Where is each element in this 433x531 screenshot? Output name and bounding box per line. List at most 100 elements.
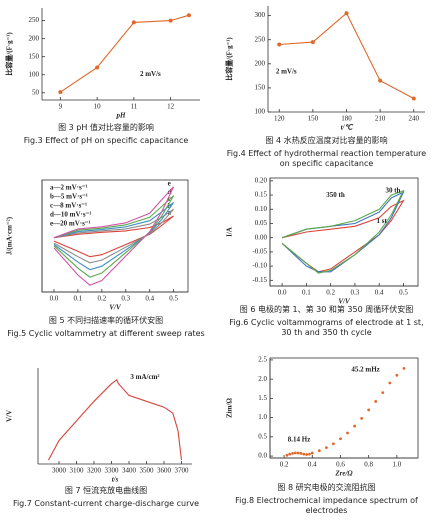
y-axis-label: 比容量/(F·g⁻¹) xyxy=(5,32,14,76)
y-tick-label: 0.0 xyxy=(258,452,267,460)
data-point xyxy=(378,78,383,83)
x-tick-label: 12 xyxy=(167,103,175,111)
data-point xyxy=(344,11,349,16)
x-tick-label: 0.5 xyxy=(169,295,178,303)
data-point xyxy=(95,65,100,70)
annotation: 8.14 Hz xyxy=(288,436,311,444)
x-tick-label: 0.4 xyxy=(375,289,384,297)
caption-en: Fig.3 Effect of pH on specific capacitan… xyxy=(23,136,189,145)
y-axis-label: I/A xyxy=(226,227,234,237)
series-line xyxy=(53,186,175,286)
series-line xyxy=(60,14,190,93)
chart: 0.0 0.1 0.2 0.3 0.4 0.5 -0.15 -0.10 -0.05 0.00 0.0… xyxy=(226,176,419,304)
caption-cn: 图 3 pH 值对比容量的影响 xyxy=(58,123,154,132)
data-point xyxy=(293,451,297,455)
y-tick-label: 200 xyxy=(29,34,40,42)
x-tick-label: 120 xyxy=(274,115,285,123)
data-point xyxy=(305,453,309,456)
data-point xyxy=(374,400,378,403)
y-axis-label: Zim/Ω xyxy=(226,398,234,418)
y-tick-label: 100 xyxy=(29,70,40,78)
data-point xyxy=(360,416,364,420)
y-axis-label: J/(mA·cm⁻²) xyxy=(6,216,14,255)
x-axis-label: t/℃ xyxy=(341,124,354,132)
series-line xyxy=(53,208,175,264)
x-tick-label: 1.0 xyxy=(392,461,401,469)
y-axis-label: V/V xyxy=(6,410,14,422)
x-axis-label: Zre/Ω xyxy=(334,470,353,478)
data-point xyxy=(310,40,315,45)
curve-label: e xyxy=(168,179,171,187)
series-line xyxy=(53,201,175,271)
annotation: 2 mV/s xyxy=(276,67,297,75)
x-tick-label: 3300 xyxy=(105,467,120,475)
x-tick-label: 180 xyxy=(341,115,352,123)
y-tick-label: 50 xyxy=(32,88,40,96)
annotation: 2 mV/s xyxy=(140,70,161,78)
y-tick-label: 0.00 xyxy=(255,233,268,241)
y-tick-label: 150 xyxy=(29,52,40,60)
data-point xyxy=(324,446,328,450)
caption-en: Fig.5 Cyclic voltammetry at different sw… xyxy=(7,329,205,338)
data-point xyxy=(277,42,282,47)
data-point xyxy=(58,90,63,95)
data-point xyxy=(317,449,321,453)
annotation: 350 th xyxy=(326,191,345,199)
x-tick-label: 11 xyxy=(130,103,137,111)
x-tick-label: 0.4 xyxy=(308,461,317,469)
y-tick-label: 0.05 xyxy=(255,219,268,227)
series-line xyxy=(53,215,174,258)
x-axis-label: pH xyxy=(116,112,127,120)
x-tick-label: 3000 xyxy=(52,467,67,475)
chart: 9 10 11 12 50 100 150 200 250 pH 比容量/(F·g⁻¹) 2 mV/s xyxy=(5,8,200,120)
x-tick-label: 3500 xyxy=(140,467,155,475)
x-tick-label: 10 xyxy=(94,103,102,111)
series-line xyxy=(281,189,405,274)
x-tick-label: 0.2 xyxy=(280,461,289,469)
data-point xyxy=(168,18,173,23)
legend-entry: a—2 mV·s⁻¹ xyxy=(50,184,88,192)
data-point xyxy=(186,13,191,18)
curve-label: a xyxy=(168,209,172,217)
data-point xyxy=(395,373,399,377)
data-point xyxy=(402,366,406,370)
data-point xyxy=(332,442,335,446)
x-tick-label: 0.3 xyxy=(121,295,130,303)
caption-cn: 图 6 电极的第 1、第 30 和第 350 周循环伏安图 xyxy=(239,305,414,314)
x-axis-label: V/V xyxy=(338,298,351,304)
caption-en: Fig.8 Electrochemical impedance spectrum… xyxy=(235,496,418,515)
x-tick-label: 0.8 xyxy=(364,461,373,469)
caption-en: Fig.6 Cyclic voltammograms of electrode … xyxy=(229,318,424,337)
legend-entry: b—5 mV·s⁻¹ xyxy=(50,193,88,201)
data-point xyxy=(131,20,136,25)
x-tick-label: 3400 xyxy=(122,467,137,475)
y-tick-label: 2.5 xyxy=(258,356,267,364)
y-tick-label: 100 xyxy=(255,108,266,116)
x-tick-label: 0.0 xyxy=(278,289,287,297)
y-tick-label: 250 xyxy=(255,35,266,43)
x-tick-label: 150 xyxy=(308,115,319,123)
caption-cn: 图 8 研究电极的交流阻抗图 xyxy=(277,483,376,492)
series-line xyxy=(279,12,415,99)
y-tick-label: 0.5 xyxy=(258,432,267,440)
y-axis-label: 比容量/(F·g⁻¹) xyxy=(225,37,234,81)
x-tick-label: 3200 xyxy=(87,467,102,475)
data-point xyxy=(302,452,306,456)
x-tick-label: 9 xyxy=(59,103,63,111)
x-tick-label: 3700 xyxy=(175,467,190,475)
caption-cn: 图 4 水热反应温度对比容量的影响 xyxy=(265,136,388,145)
y-tick-label: -0.15 xyxy=(252,276,267,284)
y-tick-label: 300 xyxy=(255,11,266,19)
y-tick-label: 0.15 xyxy=(255,191,268,199)
x-tick-label: 0.1 xyxy=(74,295,83,303)
data-point xyxy=(381,391,385,395)
data-point xyxy=(367,408,371,412)
x-tick-label: 0.5 xyxy=(399,289,408,297)
annotation: 30 th xyxy=(385,187,400,195)
caption-cn: 图 7 恒流充放电曲线图 xyxy=(64,486,148,495)
data-point xyxy=(285,453,289,457)
y-tick-label: 1.0 xyxy=(258,413,267,421)
legend-entry: d—10 mV·s⁻¹ xyxy=(50,211,91,219)
x-tick-label: 0.1 xyxy=(302,289,311,297)
